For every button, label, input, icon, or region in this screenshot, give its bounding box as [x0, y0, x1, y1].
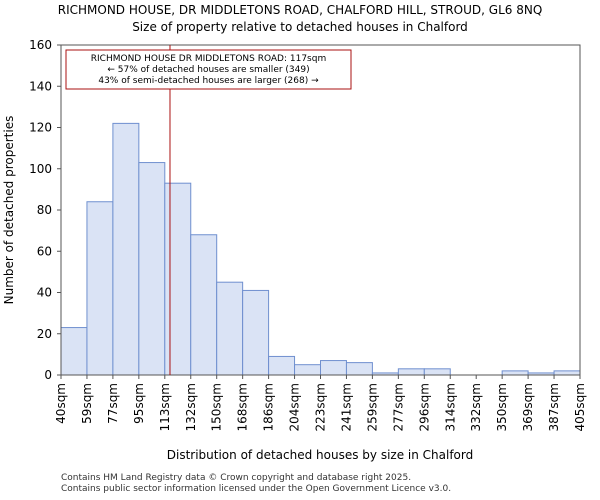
x-tick-label-350sqm: 350sqm: [495, 383, 509, 431]
y-tick-label: 80: [37, 203, 52, 217]
histogram-bar-150sqm: [216, 281, 244, 376]
x-tick-label-405sqm: 405sqm: [573, 383, 587, 431]
plot-frame: [60, 44, 581, 376]
y-tick-label: 20: [37, 327, 52, 341]
y-tick-label: 0: [44, 368, 52, 382]
y-axis-label: Number of detached properties: [2, 116, 16, 305]
histogram-bar-113sqm: [164, 182, 192, 376]
x-tick-label-77sqm: 77sqm: [106, 383, 120, 424]
histogram-bar-223sqm: [320, 360, 347, 376]
histogram-bar-241sqm: [345, 362, 373, 376]
annotation-line-2: ← 57% of detached houses are smaller (34…: [107, 65, 309, 75]
x-axis-label: Distribution of detached houses by size …: [167, 448, 473, 462]
histogram-bar-186sqm: [268, 355, 296, 376]
x-tick-label-223sqm: 223sqm: [314, 383, 328, 431]
y-tick-label: 60: [37, 244, 52, 258]
footer-attribution-1: Contains HM Land Registry data © Crown c…: [61, 473, 412, 483]
annotation-border: [65, 49, 352, 90]
y-tick-label: 160: [29, 38, 52, 52]
chart-subtitle: Size of property relative to detached ho…: [132, 20, 468, 34]
x-tick-label-332sqm: 332sqm: [469, 383, 483, 431]
histogram-bar-77sqm: [112, 122, 140, 376]
histogram-bar-277sqm: [397, 368, 425, 376]
histogram-bar-350sqm: [501, 370, 529, 376]
x-tick-label-40sqm: 40sqm: [54, 383, 68, 424]
annotation-box: RICHMOND HOUSE DR MIDDLETONS ROAD: 117sq…: [65, 49, 352, 90]
x-tick-label-132sqm: 132sqm: [184, 383, 198, 431]
histogram-bar-132sqm: [190, 234, 218, 376]
footer-attribution-2: Contains public sector information licen…: [61, 484, 452, 494]
histogram-bar-296sqm: [423, 368, 451, 376]
x-tick-label-387sqm: 387sqm: [547, 383, 561, 431]
y-tick-label: 140: [29, 79, 52, 93]
x-tick-label-259sqm: 259sqm: [365, 383, 379, 431]
x-tick-label-296sqm: 296sqm: [417, 383, 431, 431]
y-tick-label: 120: [29, 121, 52, 135]
chart-title: RICHMOND HOUSE, DR MIDDLETONS ROAD, CHAL…: [58, 3, 543, 17]
annotation-line-3: 43% of semi-detached houses are larger (…: [98, 76, 319, 86]
histogram-bar-40sqm: [60, 327, 88, 376]
y-tick-label: 100: [29, 162, 52, 176]
histogram-bar-168sqm: [242, 289, 270, 376]
x-tick-label-314sqm: 314sqm: [443, 383, 457, 431]
histogram-bar-204sqm: [294, 364, 321, 376]
x-tick-label-113sqm: 113sqm: [158, 383, 172, 431]
x-tick-label-241sqm: 241sqm: [339, 383, 353, 431]
bars-group: [60, 122, 581, 376]
histogram-bar-95sqm: [138, 162, 166, 376]
x-tick-label-277sqm: 277sqm: [391, 383, 405, 431]
x-tick-label-150sqm: 150sqm: [210, 383, 224, 431]
x-tick-label-204sqm: 204sqm: [288, 383, 302, 431]
annotation-line-1: RICHMOND HOUSE DR MIDDLETONS ROAD: 117sq…: [91, 54, 326, 64]
x-axis-ticks: 40sqm 59sqm 77sqm 95sqm 113sqm 132sqm 150sqm 16…: [54, 375, 587, 431]
x-tick-label-186sqm: 186sqm: [262, 383, 276, 431]
y-tick-label: 40: [37, 286, 52, 300]
histogram-bar-59sqm: [86, 201, 114, 376]
x-tick-label-168sqm: 168sqm: [236, 383, 250, 431]
x-tick-label-95sqm: 95sqm: [132, 383, 146, 424]
x-tick-label-369sqm: 369sqm: [521, 383, 535, 431]
y-axis-ticks: 0 20 40 60 80 100 120 140 160: [29, 38, 61, 382]
x-tick-label-59sqm: 59sqm: [80, 383, 94, 424]
histogram-bar-387sqm: [553, 370, 581, 376]
